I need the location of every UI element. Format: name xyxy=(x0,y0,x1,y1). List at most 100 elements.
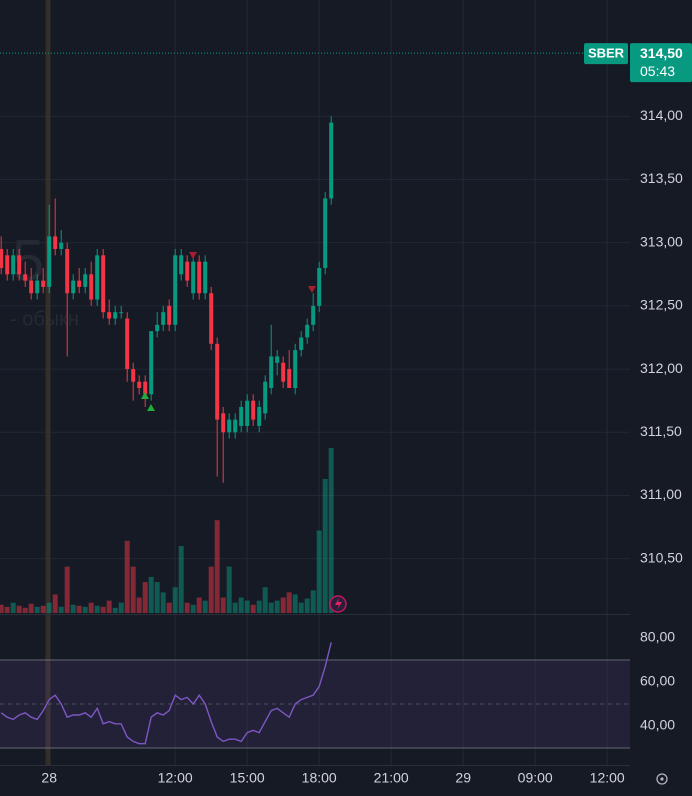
candle-body xyxy=(173,255,178,325)
volume-bar xyxy=(0,604,4,613)
candle-body xyxy=(29,280,34,294)
candle-body xyxy=(119,312,124,314)
candle-body xyxy=(5,255,10,275)
candle-body xyxy=(299,337,304,351)
volume-bar xyxy=(106,600,112,613)
settings-icon[interactable] xyxy=(656,773,668,785)
volume-bar xyxy=(40,605,46,613)
volume-bar xyxy=(130,566,136,613)
y-tick-label: 310,50 xyxy=(640,549,683,565)
candle-body xyxy=(191,261,196,294)
volume-bar xyxy=(202,600,208,613)
y-tick-label: 311,00 xyxy=(640,486,682,502)
volume-bar xyxy=(172,587,178,613)
candle-body xyxy=(317,267,322,306)
volume-bar xyxy=(22,607,28,613)
x-tick-label: 12:00 xyxy=(158,770,193,786)
settings-icon-dot xyxy=(660,777,664,781)
volume-bar xyxy=(64,566,70,613)
volume-bar xyxy=(286,592,292,613)
candle-body xyxy=(221,413,226,433)
candle-body xyxy=(323,198,328,268)
volume-bar xyxy=(148,576,154,613)
candle-body xyxy=(107,312,112,319)
candle-body xyxy=(185,261,190,281)
volume-bar xyxy=(238,597,244,613)
volume-bar xyxy=(10,602,16,613)
volume-bar xyxy=(58,606,64,613)
countdown: 05:43 xyxy=(640,63,675,79)
candle-body xyxy=(161,312,166,325)
candle-body xyxy=(0,248,4,268)
volume-bar xyxy=(184,602,190,613)
volume-bar xyxy=(304,598,310,613)
candle-body xyxy=(59,242,64,249)
volume-bar xyxy=(136,597,142,613)
signal-down xyxy=(189,252,197,259)
rsi-pane xyxy=(0,642,630,749)
candle-body xyxy=(215,343,220,420)
axes: 310,50 311,00 311,50 312,00 312,50 313,00 313,… xyxy=(41,107,683,786)
candle-body xyxy=(131,369,136,382)
volume-bar xyxy=(208,566,214,613)
volume-bar xyxy=(196,597,202,613)
candle-body xyxy=(203,261,208,294)
volume-bar xyxy=(280,597,286,613)
candle-body xyxy=(227,419,232,433)
candle-body xyxy=(251,400,256,420)
x-tick-label: 12:00 xyxy=(590,770,625,786)
candle-body xyxy=(245,400,250,426)
candle-body xyxy=(11,255,16,275)
volume-bar xyxy=(70,604,76,613)
candle-body xyxy=(233,419,238,433)
candle-body xyxy=(77,280,82,287)
candle-body xyxy=(83,274,88,287)
volume-bar xyxy=(46,602,52,613)
candle-body xyxy=(257,406,262,426)
volume-bar xyxy=(142,582,148,613)
volume-bar xyxy=(154,582,160,613)
volume-bar xyxy=(250,604,256,613)
volume-bar xyxy=(28,603,34,613)
price-tag xyxy=(630,43,692,83)
volume-bar xyxy=(328,448,334,613)
symbol-tag xyxy=(584,43,628,65)
volume-bar xyxy=(232,602,238,613)
volume-bar xyxy=(76,605,82,613)
candle-body xyxy=(149,331,154,395)
rsi-line xyxy=(0,642,332,745)
y-tick-label: 312,50 xyxy=(640,297,683,313)
y-tick-label: 40,00 xyxy=(640,717,675,733)
candle-body xyxy=(209,293,214,344)
volume-bar xyxy=(310,590,316,613)
candle-body xyxy=(287,369,292,389)
volume-bar xyxy=(292,594,298,613)
candle-body xyxy=(23,274,28,281)
signal-down xyxy=(308,286,316,293)
volume-bar xyxy=(82,606,88,613)
y-tick-label: 313,00 xyxy=(640,233,683,249)
candle-body xyxy=(41,280,46,287)
candle-body xyxy=(167,305,172,325)
volume-bar xyxy=(220,597,226,613)
candle-body xyxy=(155,324,160,332)
volume-bar xyxy=(166,602,172,613)
candle-body xyxy=(113,312,118,319)
x-tick-label: 09:00 xyxy=(518,770,553,786)
volume-bar xyxy=(94,605,100,613)
volume-bar xyxy=(34,606,40,613)
x-tick-label: 29 xyxy=(455,770,471,786)
y-tick-label: 311,50 xyxy=(640,423,682,439)
volume-bar xyxy=(226,566,232,613)
volume-bar xyxy=(256,600,262,613)
candle-body xyxy=(95,255,100,300)
volume-bar xyxy=(178,545,184,613)
candle-body xyxy=(125,318,130,370)
candle-body xyxy=(47,236,52,287)
volume-bar xyxy=(190,604,196,613)
volume-bar xyxy=(52,594,58,613)
volume-bar xyxy=(4,606,10,613)
candle-body xyxy=(101,255,106,313)
volume-bar xyxy=(118,602,124,613)
